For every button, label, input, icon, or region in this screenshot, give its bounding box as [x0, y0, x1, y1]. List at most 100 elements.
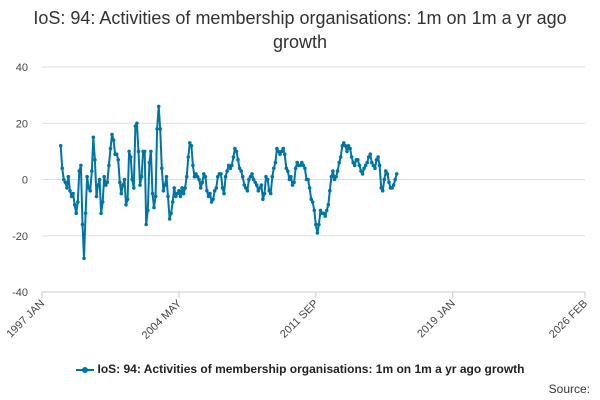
data-point: [244, 186, 248, 190]
x-tick-label: 2011 SEP: [278, 298, 321, 341]
data-point: [107, 163, 111, 168]
x-tick-label: 2019 JAN: [415, 298, 458, 341]
data-point: [195, 174, 200, 179]
data-point: [88, 189, 92, 193]
data-point: [259, 183, 264, 187]
data-point: [356, 158, 360, 162]
data-point: [391, 183, 396, 187]
data-point: [307, 186, 312, 190]
legend: IoS: 94: Activities of membership organi…: [0, 362, 600, 376]
data-point: [186, 155, 191, 159]
data-point: [256, 189, 261, 193]
data-point: [385, 172, 390, 176]
data-point: [222, 191, 226, 196]
data-point: [96, 183, 100, 187]
data-point: [152, 205, 156, 210]
data-point: [118, 180, 122, 185]
data-point: [248, 174, 253, 179]
data-point: [258, 186, 262, 190]
data-point: [174, 194, 178, 199]
data-point: [247, 177, 251, 182]
data-point: [71, 191, 75, 196]
data-point: [237, 166, 242, 171]
data-point: [273, 160, 278, 165]
data-point: [321, 211, 326, 216]
data-point: [329, 174, 334, 179]
data-point: [94, 194, 99, 199]
data-point: [82, 256, 86, 261]
data-point: [338, 155, 343, 159]
data-point: [200, 180, 205, 185]
source-label: Source:: [548, 382, 590, 396]
data-point: [136, 149, 141, 154]
data-point: [357, 163, 362, 168]
data-point: [184, 174, 189, 179]
data-point: [100, 200, 105, 204]
data-point: [365, 160, 370, 165]
data-point: [253, 180, 257, 185]
data-point: [332, 177, 337, 182]
data-point: [206, 194, 211, 199]
data-point: [203, 174, 208, 179]
data-point: [175, 191, 180, 196]
data-point: [219, 172, 223, 176]
data-point: [368, 152, 373, 156]
x-tick-label: 2026 FEB: [547, 298, 590, 341]
data-point: [363, 163, 368, 168]
data-point: [183, 186, 187, 190]
data-point: [373, 166, 377, 171]
data-point: [270, 174, 275, 179]
data-point: [268, 191, 273, 196]
data-point: [91, 135, 96, 140]
data-point: [180, 186, 184, 190]
data-point: [177, 189, 181, 193]
data-point: [142, 149, 147, 154]
data-point: [153, 194, 158, 199]
data-point: [62, 177, 66, 182]
x-tick-label: 2004 MAY: [140, 297, 185, 342]
data-point: [245, 189, 250, 193]
data-point: [191, 163, 195, 168]
data-point: [300, 160, 304, 165]
data-point: [125, 197, 130, 201]
data-point: [76, 200, 80, 204]
data-point: [360, 172, 365, 176]
data-point: [85, 174, 89, 179]
data-point: [340, 144, 345, 148]
data-point: [394, 172, 399, 176]
data-point: [181, 191, 186, 196]
data-point: [379, 186, 384, 190]
data-point: [242, 183, 247, 187]
data-point: [102, 174, 106, 179]
data-point: [121, 183, 125, 187]
data-point: [382, 177, 387, 182]
data-point: [349, 155, 354, 159]
data-point: [160, 166, 164, 171]
data-point: [158, 127, 162, 131]
data-point: [226, 163, 231, 168]
data-point: [209, 200, 214, 204]
data-point: [211, 197, 215, 201]
data-point: [236, 158, 240, 162]
data-point: [337, 160, 342, 165]
data-point: [132, 186, 136, 190]
data-point: [272, 166, 276, 171]
data-point: [114, 152, 119, 156]
data-point: [380, 189, 385, 193]
data-point: [223, 174, 228, 179]
data-point: [108, 146, 113, 151]
data-point: [328, 189, 332, 193]
data-point: [144, 222, 148, 227]
data-point: [312, 208, 317, 213]
data-point: [351, 160, 356, 165]
data-point: [124, 203, 128, 207]
data-point: [214, 186, 219, 190]
data-point: [74, 211, 78, 216]
data-point: [335, 169, 340, 173]
data-point: [234, 149, 239, 154]
data-point: [310, 200, 315, 204]
data-point: [197, 177, 201, 182]
data-point: [279, 149, 284, 154]
data-point: [293, 166, 298, 171]
data-point: [79, 163, 83, 168]
